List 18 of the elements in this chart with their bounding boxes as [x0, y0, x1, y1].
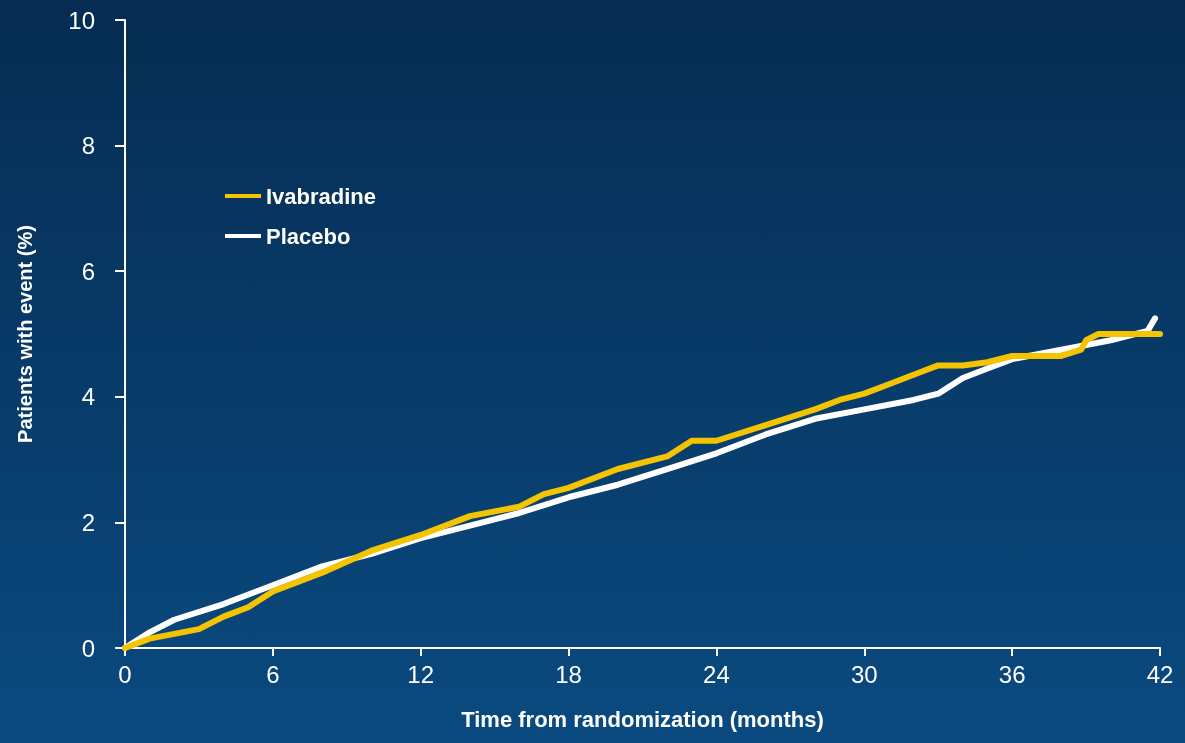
y-tick-label: 4 — [81, 383, 95, 411]
y-tick-label: 0 — [81, 634, 95, 662]
x-axis-title: Time from randomization (months) — [461, 706, 824, 732]
x-tick-label: 36 — [998, 660, 1026, 688]
x-tick-label: 12 — [407, 660, 435, 688]
x-tick-label: 42 — [1146, 660, 1174, 688]
y-tick-label: 8 — [81, 132, 95, 160]
legend-label: Ivabradine — [266, 183, 377, 209]
x-tick-label: 24 — [703, 660, 730, 688]
x-tick-label: 6 — [266, 660, 280, 688]
legend-label: Placebo — [266, 223, 351, 249]
y-tick-label: 2 — [81, 508, 95, 536]
y-tick-label: 6 — [81, 257, 95, 285]
x-tick-label: 18 — [555, 660, 582, 688]
y-axis-title: Patients with event (%) — [14, 225, 36, 443]
x-tick-label: 0 — [118, 660, 132, 688]
x-tick-label: 30 — [850, 660, 878, 688]
y-tick-label: 10 — [68, 6, 95, 34]
